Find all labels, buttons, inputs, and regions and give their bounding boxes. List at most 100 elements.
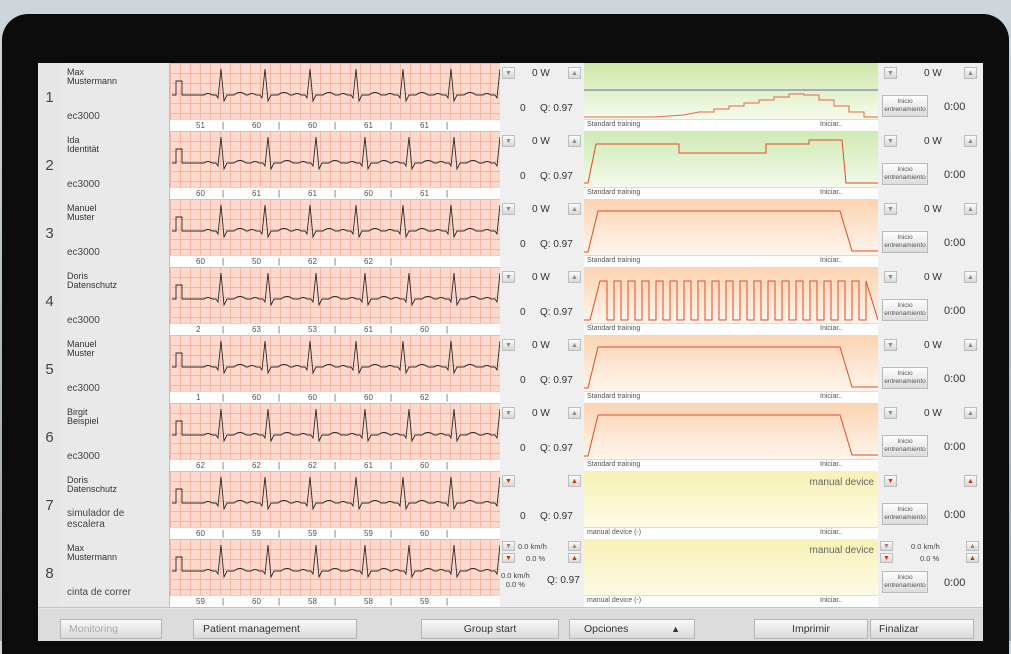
heart-rate-tick: |	[334, 529, 337, 538]
incline-up-button[interactable]: ▲	[568, 553, 581, 563]
training-profile[interactable]: Standard training Iniciar..	[584, 267, 878, 335]
start-training-button[interactable]: Inicio entrenamiento	[882, 163, 928, 185]
heart-rate-tick: |	[446, 393, 449, 402]
load-down-button[interactable]: ▼	[502, 203, 515, 215]
speed-up-button[interactable]: ▲	[966, 541, 979, 551]
profile-start-link[interactable]: Iniciar..	[820, 121, 843, 128]
speed-up-button[interactable]: ▲	[568, 541, 581, 551]
start-training-button[interactable]: Inicio entrenamiento	[882, 503, 928, 525]
opciones-button[interactable]: Opciones ▲	[569, 619, 695, 639]
speed-down-button[interactable]: ▼	[502, 541, 515, 551]
training-profile[interactable]: Standard training Iniciar..	[584, 63, 878, 131]
load-up-button[interactable]: ▲	[568, 135, 581, 147]
load-up-button[interactable]: ▲	[964, 67, 977, 79]
start-training-button[interactable]: Inicio entrenamiento	[882, 435, 928, 457]
load-up-button[interactable]: ▲	[568, 339, 581, 351]
ecg-strip: 60 | 50 | 62 | 62 |	[170, 199, 500, 267]
profile-line	[584, 139, 878, 184]
load-up-button[interactable]: ▲	[964, 339, 977, 351]
load-up-button[interactable]: ▲	[568, 203, 581, 215]
monitoring-button[interactable]: Monitoring	[60, 619, 162, 639]
patient-info[interactable]: Manuel Muster ec3000	[61, 199, 170, 267]
training-time: 0:00	[944, 305, 966, 317]
finalizar-button[interactable]: Finalizar	[870, 619, 974, 639]
training-profile-graph	[584, 471, 878, 528]
profile-start-link[interactable]: Iniciar..	[820, 461, 843, 468]
device-name: simulador de escalera	[67, 508, 125, 530]
profile-start-link[interactable]: Iniciar..	[820, 393, 843, 400]
profile-start-link[interactable]: Iniciar..	[820, 257, 843, 264]
load-up-button[interactable]: ▲	[568, 67, 581, 79]
load-value: 0 W	[532, 408, 550, 419]
incline-down-button[interactable]: ▼	[880, 553, 893, 563]
patient-row: 7 Doris Datenschutz simulador de escalera 6…	[38, 471, 983, 540]
heart-rate-value: 60	[420, 529, 429, 538]
load-down-button[interactable]: ▼	[884, 475, 897, 487]
patient-info[interactable]: Max Mustermann ec3000	[61, 63, 170, 131]
profile-start-link[interactable]: Iniciar..	[820, 597, 843, 604]
incline-value: 0.0 %	[526, 554, 546, 563]
load-down-button[interactable]: ▼	[884, 339, 897, 351]
heart-rate-tick: |	[446, 189, 449, 198]
device-name: ec3000	[67, 315, 100, 326]
start-training-button[interactable]: Inicio entrenamiento	[882, 95, 928, 117]
training-profile[interactable]: Standard training Iniciar..	[584, 199, 878, 267]
device-name: ec3000	[67, 451, 100, 462]
incline-up-button[interactable]: ▲	[966, 553, 979, 563]
patient-info[interactable]: Doris Datenschutz simulador de escalera	[61, 471, 170, 539]
training-profile[interactable]: manual device manual device (-) Iniciar..	[584, 471, 878, 539]
load-control: ▼ 0 W ▲ 0 Q: 0.97	[500, 267, 585, 335]
patient-info[interactable]: Birgit Beispiel ec3000	[61, 403, 170, 471]
load-up-button[interactable]: ▲	[964, 407, 977, 419]
training-profile[interactable]: manual device manual device (-) Iniciar..	[584, 539, 878, 607]
load-up-button[interactable]: ▲	[568, 407, 581, 419]
heart-rate-value: 59	[252, 529, 261, 538]
load-down-button[interactable]: ▼	[884, 203, 897, 215]
load-down-button[interactable]: ▼	[502, 407, 515, 419]
training-profile[interactable]: Standard training Iniciar..	[584, 335, 878, 403]
patient-info[interactable]: Max Mustermann cinta de correr	[61, 539, 170, 607]
training-time: 0:00	[944, 441, 966, 453]
patient-name: Max Mustermann	[67, 67, 118, 86]
patient-management-button[interactable]: Patient management	[193, 619, 357, 639]
incline-down-button[interactable]: ▼	[502, 553, 515, 563]
heart-rate-tick: |	[334, 325, 337, 334]
load-down-button[interactable]: ▼	[502, 271, 515, 283]
start-training-button[interactable]: Inicio entrenamiento	[882, 367, 928, 389]
imprimir-button[interactable]: Imprimir	[754, 619, 868, 639]
load-down-button[interactable]: ▼	[502, 135, 515, 147]
training-profile[interactable]: Standard training Iniciar..	[584, 403, 878, 471]
load-up-button[interactable]: ▲	[964, 271, 977, 283]
start-training-button[interactable]: Inicio entrenamiento	[882, 571, 928, 593]
load-down-button[interactable]: ▼	[884, 407, 897, 419]
patient-info[interactable]: Manuel Muster ec3000	[61, 335, 170, 403]
heart-rate-tick: |	[334, 393, 337, 402]
training-time: 0:00	[944, 101, 966, 113]
patient-info[interactable]: Ida Identität ec3000	[61, 131, 170, 199]
start-training-button[interactable]: Inicio entrenamiento	[882, 231, 928, 253]
load-down-button[interactable]: ▼	[884, 271, 897, 283]
load-down-button[interactable]: ▼	[884, 135, 897, 147]
load-down-button[interactable]: ▼	[502, 475, 515, 487]
load-up-button[interactable]: ▲	[964, 203, 977, 215]
load-up-button[interactable]: ▲	[568, 271, 581, 283]
speed-down-button[interactable]: ▼	[880, 541, 893, 551]
heart-rate-value: 62	[308, 257, 317, 266]
group-start-button[interactable]: Group start	[421, 619, 559, 639]
heart-rate-value: 50	[252, 257, 261, 266]
ecg-waveform	[172, 476, 500, 511]
load-up-button[interactable]: ▲	[964, 475, 977, 487]
load-up-button[interactable]: ▲	[568, 475, 581, 487]
patient-info[interactable]: Doris Datenschutz ec3000	[61, 267, 170, 335]
profile-start-link[interactable]: Iniciar..	[820, 529, 843, 536]
profile-footer: Standard training Iniciar..	[584, 119, 878, 131]
training-time: 0:00	[944, 169, 966, 181]
load-up-button[interactable]: ▲	[964, 135, 977, 147]
profile-start-link[interactable]: Iniciar..	[820, 189, 843, 196]
load-down-button[interactable]: ▼	[502, 67, 515, 79]
profile-start-link[interactable]: Iniciar..	[820, 325, 843, 332]
load-down-button[interactable]: ▼	[502, 339, 515, 351]
start-training-button[interactable]: Inicio entrenamiento	[882, 299, 928, 321]
training-profile[interactable]: Standard training Iniciar..	[584, 131, 878, 199]
load-down-button[interactable]: ▼	[884, 67, 897, 79]
